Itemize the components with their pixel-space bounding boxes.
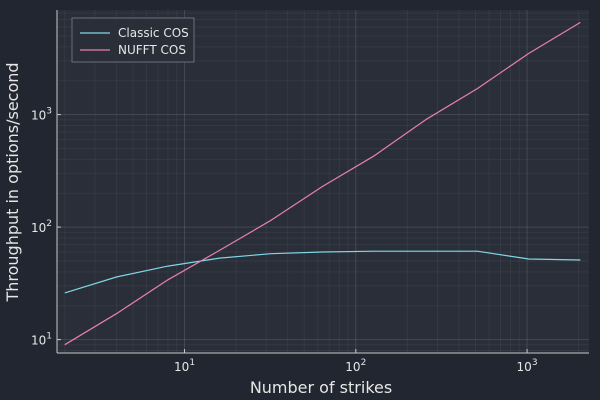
y-tick-label: 101 — [31, 332, 52, 348]
y-ticks: 101 102 103 — [31, 107, 61, 348]
legend-label-nufft-cos: NUFFT COS — [118, 43, 186, 57]
x-tick-label: 103 — [517, 358, 538, 374]
grid — [57, 10, 589, 353]
legend-label-classic-cos: Classic COS — [118, 26, 189, 40]
x-ticks: 101 102 103 — [174, 349, 538, 374]
series-line-classic-cos — [64, 250, 581, 294]
axes — [56, 10, 589, 354]
legend-box — [71, 17, 195, 63]
y-tick-label: 102 — [31, 219, 52, 235]
y-tick-label: 103 — [31, 107, 52, 123]
x-tick-label: 101 — [174, 358, 195, 374]
x-tick-label: 102 — [345, 358, 366, 374]
x-axis-label: Number of strikes — [250, 378, 392, 397]
plot-background — [57, 10, 589, 353]
series-lines — [64, 21, 581, 346]
series-line-nufft-cos — [64, 21, 581, 346]
y-axis-label: Throughput in options/second — [3, 62, 22, 302]
legend: Classic COS NUFFT COS — [71, 17, 195, 63]
